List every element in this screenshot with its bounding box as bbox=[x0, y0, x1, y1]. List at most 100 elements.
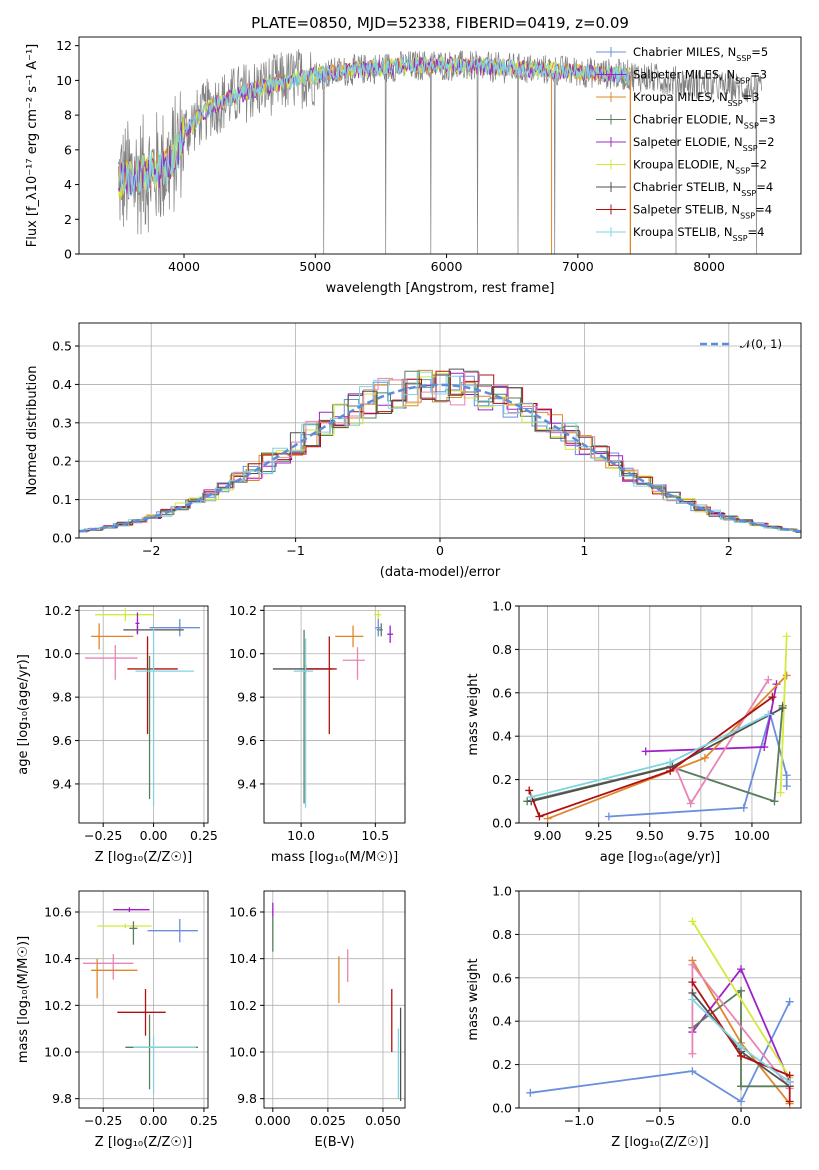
x-axis-label: wavelength [Angstrom, rest frame] bbox=[326, 281, 555, 296]
x-tick-label: −1 bbox=[286, 543, 304, 558]
x-tick-label: 0.25 bbox=[190, 1113, 218, 1128]
weight-series-line bbox=[691, 920, 791, 1079]
y-tick-label: 10.6 bbox=[44, 905, 72, 920]
age_vs_Z-axes-frame bbox=[78, 605, 209, 824]
y-tick-label: 0.4 bbox=[492, 1014, 512, 1029]
x-tick-label: 2 bbox=[725, 543, 733, 558]
y-axis-label: age [log₁₀(age/yr)] bbox=[16, 654, 31, 775]
y-tick-label: 0.8 bbox=[492, 927, 512, 942]
y-tick-label: 10.4 bbox=[44, 951, 72, 966]
y-tick-label: 10.2 bbox=[44, 603, 72, 618]
legend-entry: 𝒩(0, 1) bbox=[740, 337, 782, 351]
x-tick-label: 5000 bbox=[299, 259, 331, 274]
x-axis-label: mass [log₁₀(M/M☉)] bbox=[271, 850, 398, 865]
y-tick-label: 0.3 bbox=[52, 415, 72, 430]
y-tick-label: 9.8 bbox=[52, 1091, 72, 1106]
y-axis-label: mass weight bbox=[466, 673, 481, 755]
weight-series-line bbox=[691, 988, 790, 1088]
y-tick-label: 10.0 bbox=[229, 646, 257, 661]
y-tick-label: 10.4 bbox=[229, 951, 257, 966]
plus-marker bbox=[688, 1067, 697, 1076]
y-tick-label: 10.0 bbox=[229, 1045, 257, 1060]
legend-entry: Salpeter STELIB, NSSP=4 bbox=[633, 203, 772, 221]
y-tick-label: 0.5 bbox=[52, 339, 72, 354]
y-tick-label: 0.6 bbox=[492, 685, 512, 700]
y-tick-label: 12 bbox=[56, 38, 72, 53]
y-tick-label: 0.0 bbox=[492, 1101, 512, 1116]
weight-series-line bbox=[779, 636, 788, 793]
spectrum-axes-frame bbox=[78, 36, 802, 255]
y-axis-label: mass weight bbox=[466, 958, 481, 1040]
y-tick-label: 10 bbox=[56, 73, 72, 88]
x-axis-label: E(B-V) bbox=[314, 1135, 354, 1150]
x-tick-label: 9.50 bbox=[636, 828, 664, 843]
weight_vs_Z-axes-frame bbox=[518, 890, 802, 1109]
chart-title: PLATE=0850, MJD=52338, FIBERID=0419, z=0… bbox=[251, 14, 629, 32]
plus-marker bbox=[739, 803, 748, 812]
x-tick-label: 9.00 bbox=[534, 828, 562, 843]
age_vs_mass-plot-area bbox=[264, 606, 405, 823]
x-tick-label: 9.25 bbox=[585, 828, 613, 843]
x-tick-label: 10.00 bbox=[734, 828, 770, 843]
y-tick-label: 1.0 bbox=[492, 884, 512, 899]
y-tick-label: 2 bbox=[64, 212, 72, 227]
x-tick-label: 0.025 bbox=[310, 1113, 346, 1128]
x-tick-label: 0.050 bbox=[365, 1113, 401, 1128]
x-tick-label: 0.0 bbox=[731, 1113, 751, 1128]
age_vs_mass-axes-frame bbox=[263, 605, 406, 824]
x-tick-label: −0.25 bbox=[84, 1113, 122, 1128]
plus-marker bbox=[604, 812, 613, 821]
legend-entry: Kroupa ELODIE, NSSP=2 bbox=[633, 158, 767, 176]
x-axis-label: Z [log₁₀(Z/Z☉)] bbox=[611, 1135, 708, 1150]
y-tick-label: 8 bbox=[64, 108, 72, 123]
weight_vs_age-axes-frame bbox=[518, 605, 802, 824]
y-tick-label: 10.6 bbox=[229, 905, 257, 920]
plus-marker bbox=[688, 1049, 697, 1058]
y-tick-label: 1.0 bbox=[492, 599, 512, 614]
mass_vs_Z-axes-frame bbox=[78, 890, 209, 1109]
y-tick-label: 0.2 bbox=[492, 1057, 512, 1072]
plus-marker bbox=[778, 703, 787, 712]
y-axis-label: Normed distribution bbox=[25, 366, 40, 496]
plus-marker bbox=[782, 671, 791, 680]
x-tick-label: 7000 bbox=[562, 259, 594, 274]
x-tick-label: 10.5 bbox=[361, 828, 389, 843]
mass_vs_ebv-axes-frame bbox=[263, 890, 406, 1109]
plus-marker bbox=[641, 747, 650, 756]
plus-marker bbox=[785, 1097, 794, 1106]
plus-marker bbox=[688, 917, 697, 926]
legend-entry: Kroupa MILES, NSSP=3 bbox=[633, 90, 759, 108]
y-tick-label: 10.0 bbox=[44, 646, 72, 661]
y-tick-label: 0.0 bbox=[492, 816, 512, 831]
x-tick-label: 0.25 bbox=[190, 828, 218, 843]
normal-distribution-curve bbox=[79, 383, 801, 533]
plus-marker bbox=[737, 986, 746, 995]
weight_vs_Z-plot-area bbox=[519, 891, 801, 1108]
plus-marker bbox=[737, 1043, 746, 1052]
mass_vs_Z-plot-area bbox=[79, 891, 208, 1108]
plus-marker bbox=[525, 786, 534, 795]
plus-marker bbox=[785, 1077, 794, 1086]
x-tick-label: 0.000 bbox=[255, 1113, 291, 1128]
plus-marker bbox=[782, 771, 791, 780]
y-tick-label: 9.4 bbox=[237, 776, 257, 791]
x-tick-label: 1 bbox=[580, 543, 588, 558]
weight-series-line bbox=[530, 1001, 791, 1103]
weight-series-line bbox=[608, 711, 788, 818]
plus-marker bbox=[760, 743, 769, 752]
legend-entry: Salpeter MILES, NSSP=3 bbox=[633, 68, 767, 86]
plus-marker bbox=[688, 960, 697, 969]
y-tick-label: 4 bbox=[64, 177, 72, 192]
y-tick-label: 0.0 bbox=[52, 531, 72, 546]
x-tick-label: 9.75 bbox=[687, 828, 715, 843]
legend-entry: Chabrier MILES, NSSP=5 bbox=[633, 45, 768, 63]
plus-marker bbox=[770, 797, 779, 806]
plus-marker bbox=[785, 997, 794, 1006]
age_vs_Z-plot-area bbox=[79, 606, 208, 823]
x-tick-label: 10.0 bbox=[287, 828, 315, 843]
x-tick-label: −1.0 bbox=[564, 1113, 594, 1128]
y-tick-label: 0.4 bbox=[52, 377, 72, 392]
plus-marker bbox=[543, 814, 552, 823]
residuals-plot-area bbox=[79, 323, 801, 538]
y-tick-label: 9.4 bbox=[52, 776, 72, 791]
